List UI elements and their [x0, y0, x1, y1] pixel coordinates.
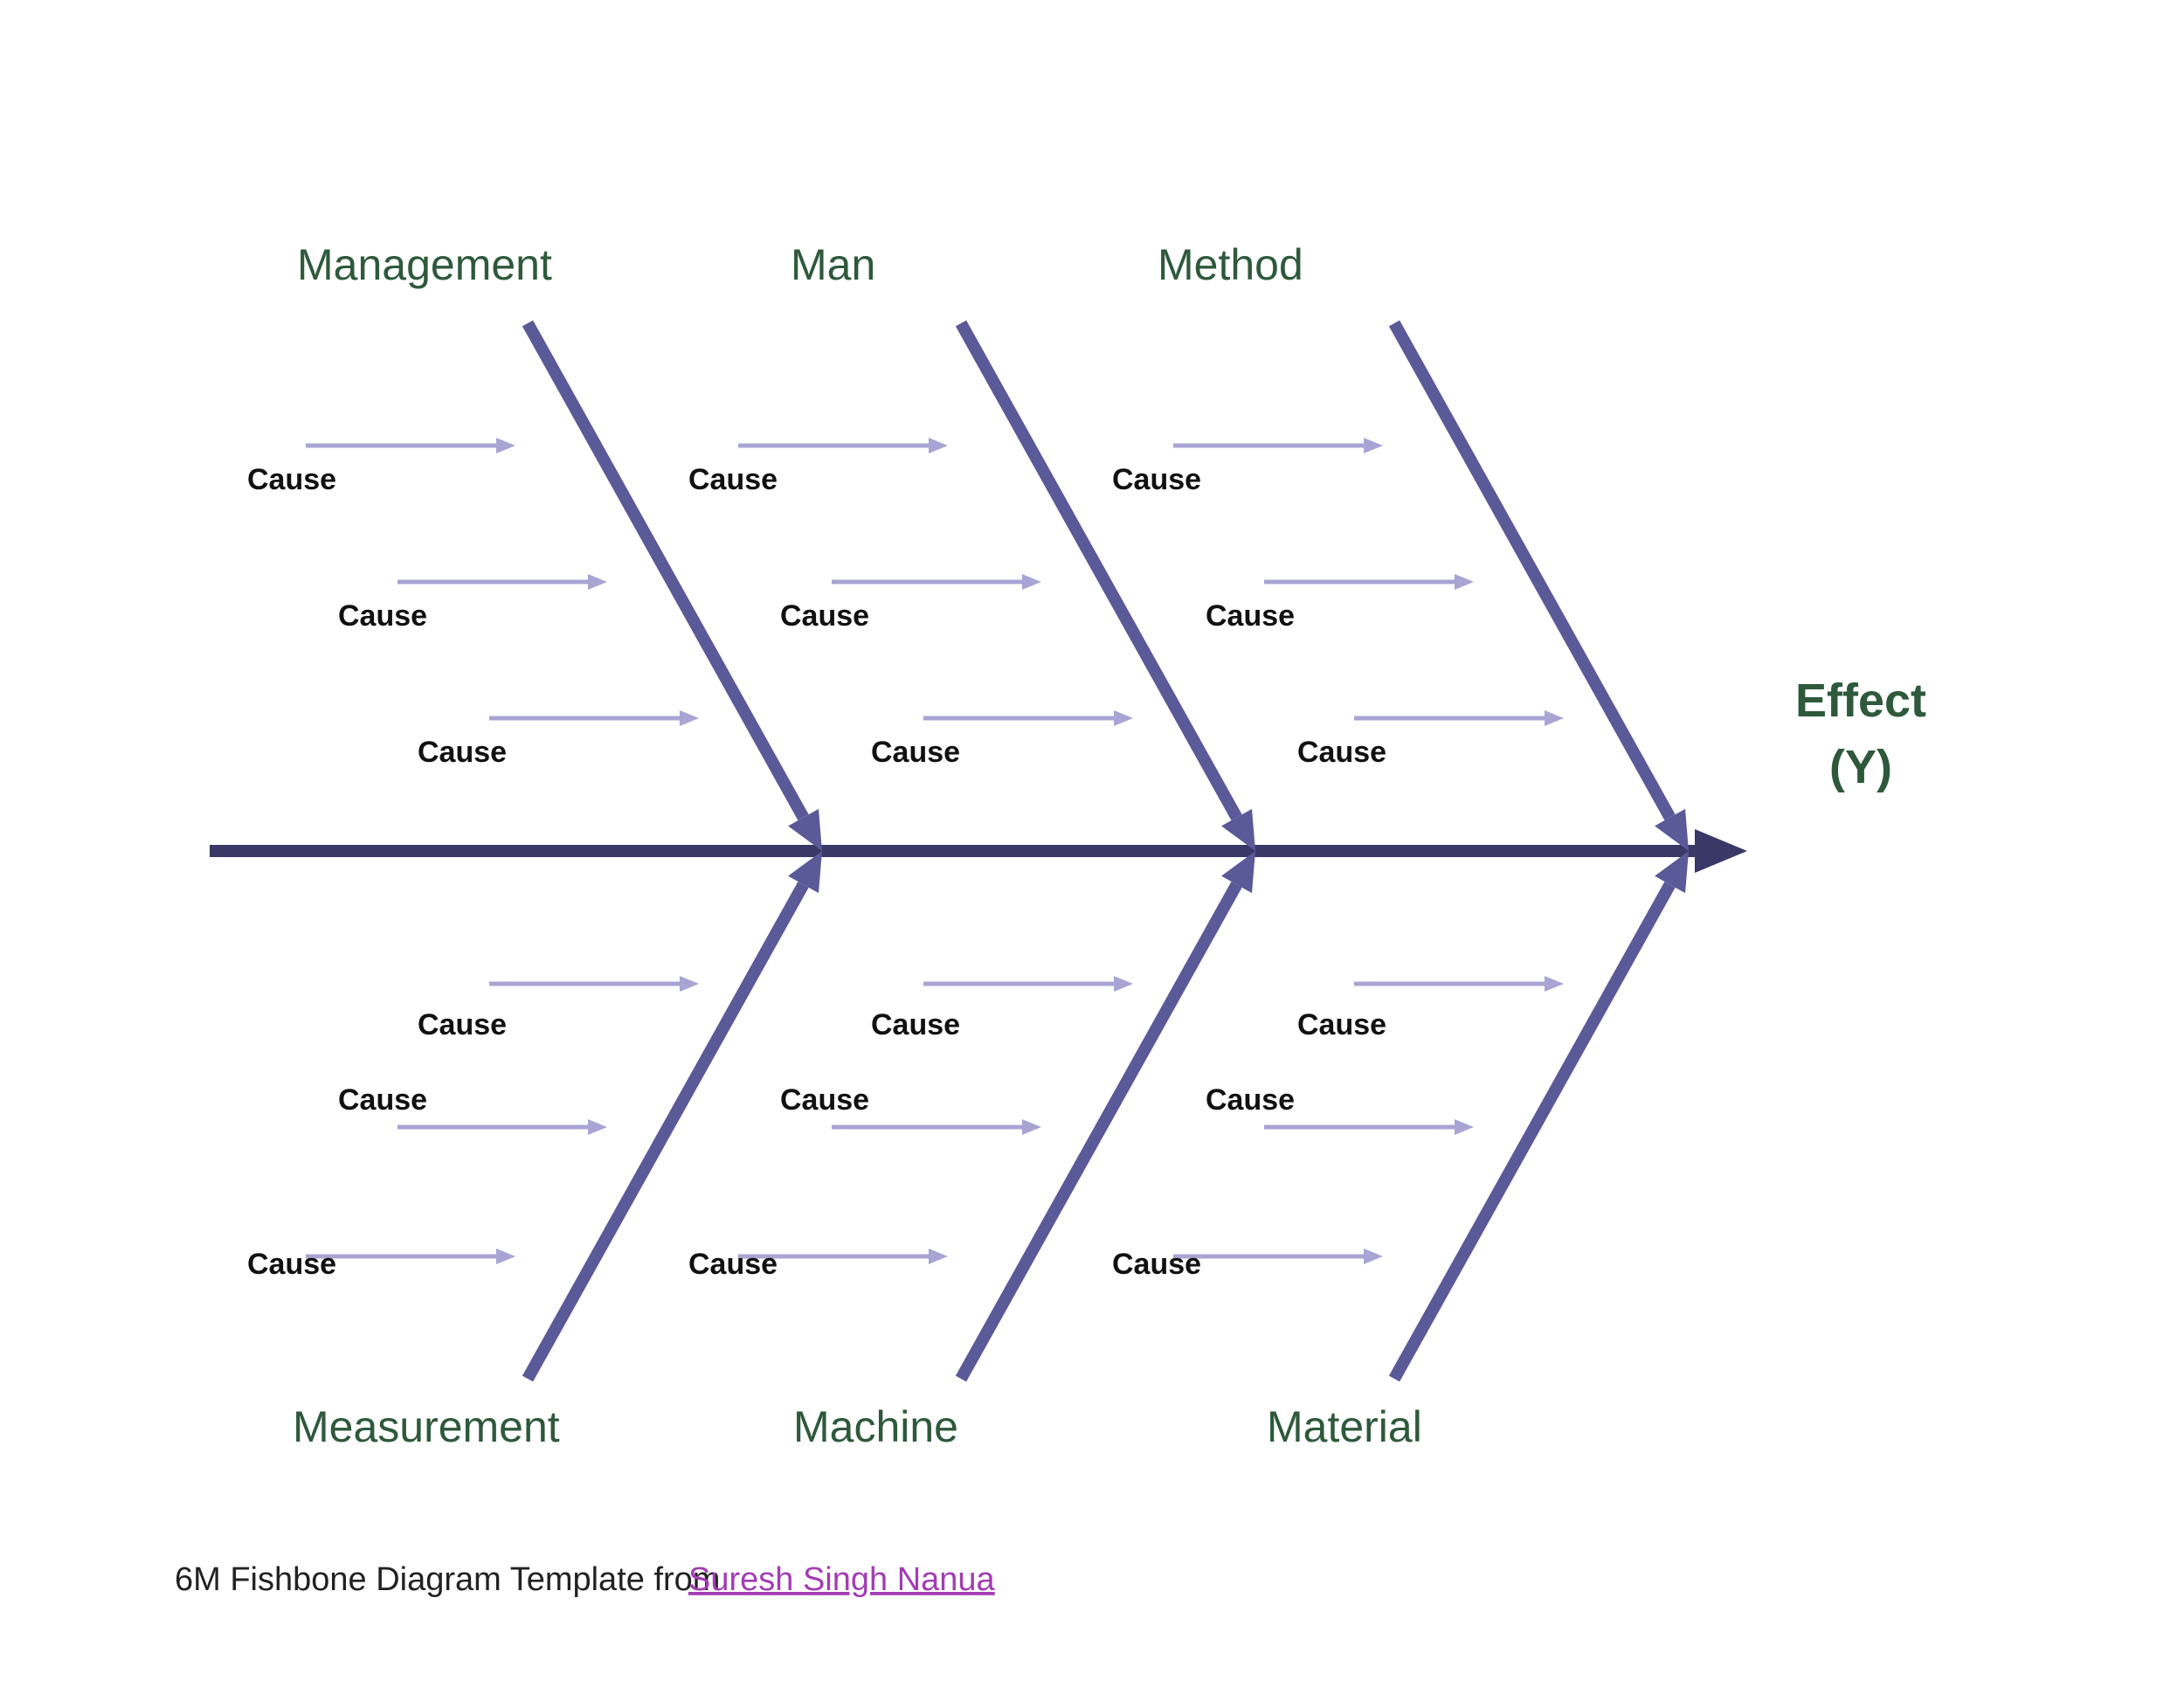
cause-label-top-2-2: Cause — [1297, 736, 1386, 769]
cause-label-bottom-1-2: Cause — [1206, 1083, 1295, 1117]
cause-label-top-0-0: Cause — [247, 463, 336, 496]
cause-label-top-0-2: Cause — [1112, 463, 1201, 496]
cause-label-bottom-1-0: Cause — [338, 1083, 427, 1117]
cause-label-bottom-2-0: Cause — [418, 1008, 507, 1041]
cause-label-bottom-2-1: Cause — [871, 1008, 960, 1041]
fishbone-diagram: Effect (Y) Management Man Method Measurement M… — [0, 0, 2184, 1688]
category-bottom-2: Material — [1267, 1402, 1422, 1451]
category-bottom-1: Machine — [793, 1402, 958, 1451]
effect-label-line2: (Y) — [1829, 741, 1892, 793]
category-bottom-0: Measurement — [293, 1402, 560, 1451]
footer-text: 6M Fishbone Diagram Template from — [175, 1561, 720, 1598]
cause-label-bottom-2-2: Cause — [1297, 1008, 1386, 1041]
cause-label-bottom-1-1: Cause — [780, 1083, 869, 1117]
cause-label-top-2-1: Cause — [871, 736, 960, 769]
category-top-1: Man — [791, 240, 875, 289]
footer-link[interactable]: Suresh Singh Nanua — [688, 1561, 996, 1598]
category-top-0: Management — [297, 240, 552, 289]
cause-label-bottom-0-1: Cause — [688, 1248, 778, 1281]
cause-label-top-1-2: Cause — [1206, 599, 1295, 633]
category-top-2: Method — [1158, 240, 1303, 289]
cause-label-top-2-0: Cause — [418, 736, 507, 769]
cause-label-top-1-0: Cause — [338, 599, 427, 633]
cause-label-top-1-1: Cause — [780, 599, 869, 633]
cause-label-bottom-0-0: Cause — [247, 1248, 336, 1281]
cause-label-bottom-0-2: Cause — [1112, 1248, 1201, 1281]
effect-label-line1: Effect — [1795, 675, 1926, 727]
cause-label-top-0-1: Cause — [688, 463, 778, 496]
